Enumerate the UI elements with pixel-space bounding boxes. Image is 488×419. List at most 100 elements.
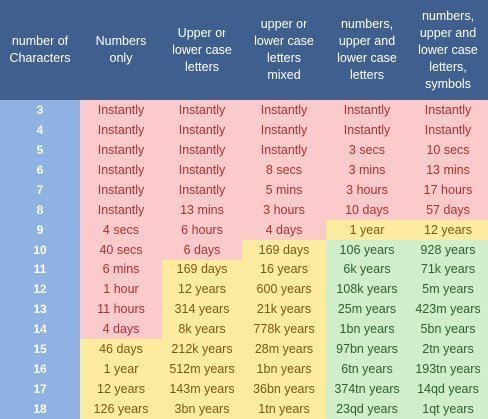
crack-time-cell: 46 days: [80, 339, 162, 360]
crack-time-cell: 108k years: [326, 279, 408, 300]
crack-time-cell: 12 years: [408, 219, 488, 240]
crack-time-cell: 4 days: [80, 319, 162, 340]
crack-time-cell: 106 years: [326, 239, 408, 260]
crack-time-cell: Instantly: [242, 100, 326, 120]
crack-time-cell: 21k years: [242, 299, 326, 320]
crack-time-cell: Instantly: [162, 179, 242, 200]
column-header: numbers, upper and lower case letters: [326, 0, 408, 100]
crack-time-cell: 1 hour: [80, 279, 162, 300]
crack-time-cell: 14qd years: [408, 379, 488, 400]
crack-time-cell: 143m years: [162, 379, 242, 400]
crack-time-cell: 23qd years: [326, 399, 408, 419]
crack-time-cell: 8 secs: [242, 159, 326, 180]
crack-time-cell: 12 years: [80, 379, 162, 400]
crack-time-cell: 1qt years: [408, 399, 488, 419]
row-character-count: 8: [0, 199, 80, 220]
crack-time-cell: 5 mins: [242, 179, 326, 200]
crack-time-cell: Instantly: [162, 139, 242, 160]
crack-time-cell: 6tn years: [326, 359, 408, 380]
crack-time-cell: Instantly: [80, 139, 162, 160]
crack-time-cell: Instantly: [326, 119, 408, 140]
crack-time-cell: Instantly: [80, 100, 162, 120]
crack-time-cell: 6 hours: [162, 219, 242, 240]
column-header: upper or lower case letters mixed: [242, 0, 326, 100]
crack-time-cell: 6 mins: [80, 259, 162, 280]
crack-time-cell: 3 secs: [326, 139, 408, 160]
crack-time-cell: 126 years: [80, 399, 162, 419]
crack-time-cell: 3 mins: [326, 159, 408, 180]
crack-time-cell: 25m years: [326, 299, 408, 320]
row-character-count: 17: [0, 379, 80, 400]
crack-time-cell: 12 years: [162, 279, 242, 300]
column-header: numbers, upper and lower case letters, s…: [408, 0, 488, 100]
crack-time-cell: 3 hours: [242, 199, 326, 220]
crack-time-cell: Instantly: [408, 100, 488, 120]
crack-time-cell: 5m years: [408, 279, 488, 300]
crack-time-cell: 1bn years: [242, 359, 326, 380]
crack-time-cell: 169 days: [162, 259, 242, 280]
crack-time-cell: 5bn years: [408, 319, 488, 340]
crack-time-cell: 4 days: [242, 219, 326, 240]
row-character-count: 6: [0, 159, 80, 180]
crack-time-cell: Instantly: [80, 119, 162, 140]
crack-time-cell: 6k years: [326, 259, 408, 280]
crack-time-cell: 36bn years: [242, 379, 326, 400]
row-character-count: 7: [0, 179, 80, 200]
crack-time-cell: 28m years: [242, 339, 326, 360]
crack-time-cell: 3 hours: [326, 179, 408, 200]
row-character-count: 11: [0, 259, 80, 280]
crack-time-cell: 11 hours: [80, 299, 162, 320]
crack-time-cell: Instantly: [162, 119, 242, 140]
crack-time-cell: Instantly: [242, 119, 326, 140]
crack-time-cell: 1 year: [326, 219, 408, 240]
crack-time-cell: 16 years: [242, 259, 326, 280]
crack-time-cell: 1bn years: [326, 319, 408, 340]
crack-time-cell: 212k years: [162, 339, 242, 360]
crack-time-cell: 423m years: [408, 299, 488, 320]
row-character-count: 15: [0, 339, 80, 360]
crack-time-cell: 13 mins: [162, 199, 242, 220]
crack-time-cell: Instantly: [162, 100, 242, 120]
crack-time-cell: 512m years: [162, 359, 242, 380]
crack-time-cell: 10 secs: [408, 139, 488, 160]
crack-time-cell: Instantly: [80, 179, 162, 200]
row-character-count: 10: [0, 239, 80, 260]
row-character-count: 4: [0, 119, 80, 140]
crack-time-cell: 2tn years: [408, 339, 488, 360]
row-character-count: 9: [0, 219, 80, 240]
crack-time-cell: Instantly: [408, 119, 488, 140]
crack-time-cell: Instantly: [162, 159, 242, 180]
crack-time-cell: 13 mins: [408, 159, 488, 180]
crack-time-cell: 169 days: [242, 239, 326, 260]
crack-time-cell: 374tn years: [326, 379, 408, 400]
crack-time-cell: 71k years: [408, 259, 488, 280]
row-character-count: 16: [0, 359, 80, 380]
crack-time-cell: Instantly: [80, 199, 162, 220]
crack-time-cell: 4 secs: [80, 219, 162, 240]
crack-time-cell: 97bn years: [326, 339, 408, 360]
row-character-count: 3: [0, 100, 80, 120]
crack-time-cell: 928 years: [408, 239, 488, 260]
crack-time-cell: Instantly: [80, 159, 162, 180]
row-character-count: 5: [0, 139, 80, 160]
row-character-count: 12: [0, 279, 80, 300]
column-header: number of Characters: [0, 0, 80, 100]
crack-time-cell: 17 hours: [408, 179, 488, 200]
column-header: Upper or lower case letters: [162, 0, 242, 100]
crack-time-cell: 1 year: [80, 359, 162, 380]
crack-time-cell: 40 secs: [80, 239, 162, 260]
crack-time-cell: 57 days: [408, 199, 488, 220]
crack-time-cell: 778k years: [242, 319, 326, 340]
crack-time-cell: 193tn years: [408, 359, 488, 380]
crack-time-cell: 10 days: [326, 199, 408, 220]
crack-time-cell: 3bn years: [162, 399, 242, 419]
crack-time-cell: 6 days: [162, 239, 242, 260]
row-character-count: 13: [0, 299, 80, 320]
row-character-count: 14: [0, 319, 80, 340]
crack-time-cell: Instantly: [242, 139, 326, 160]
row-character-count: 18: [0, 399, 80, 419]
crack-time-cell: 1tn years: [242, 399, 326, 419]
crack-time-cell: Instantly: [326, 100, 408, 120]
crack-time-cell: 600 years: [242, 279, 326, 300]
